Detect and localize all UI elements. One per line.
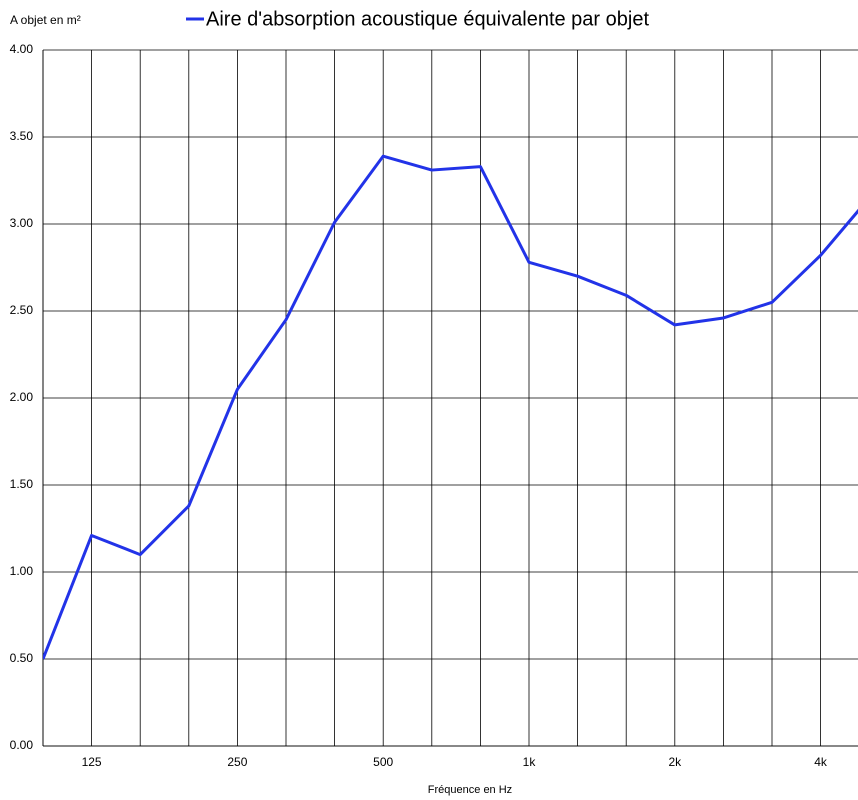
y-axis-label: A objet en m² bbox=[10, 13, 81, 27]
x-axis-label: Fréquence en Hz bbox=[428, 784, 512, 796]
y-tick-label: 1.00 bbox=[10, 564, 34, 578]
y-tick-label: 0.00 bbox=[10, 738, 34, 752]
legend-label: Aire d'absorption acoustique équivalente… bbox=[206, 8, 649, 30]
y-tick-label: 3.50 bbox=[10, 129, 34, 143]
series-line bbox=[43, 154, 858, 660]
y-tick-label: 2.00 bbox=[10, 390, 34, 404]
y-tick-label: 3.00 bbox=[10, 216, 34, 230]
y-tick-label: 2.50 bbox=[10, 303, 34, 317]
x-tick-label: 4k bbox=[814, 755, 828, 769]
x-tick-label: 125 bbox=[82, 755, 102, 769]
x-tick-label: 500 bbox=[373, 755, 393, 769]
x-tick-label: 1k bbox=[523, 755, 537, 769]
x-tick-label: 250 bbox=[227, 755, 247, 769]
x-tick-label: 2k bbox=[668, 755, 682, 769]
y-tick-label: 1.50 bbox=[10, 477, 34, 491]
y-tick-label: 0.50 bbox=[10, 651, 34, 665]
y-tick-label: 4.00 bbox=[10, 42, 34, 56]
